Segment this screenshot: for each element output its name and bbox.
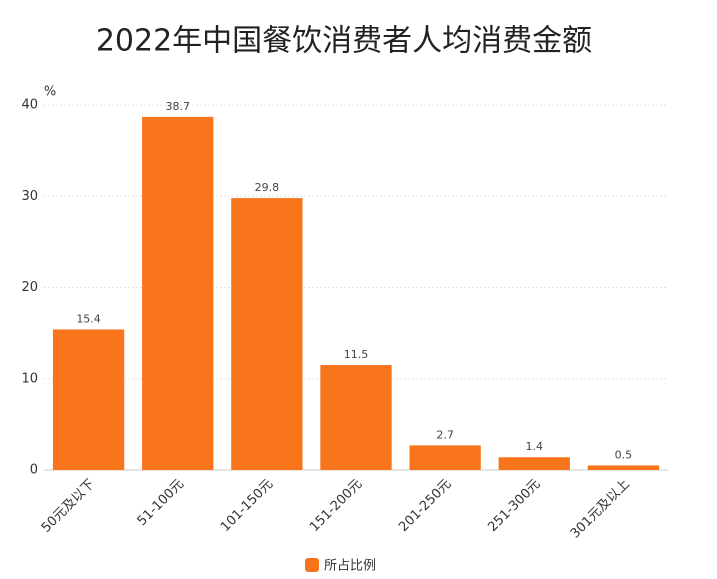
y-tick-label: 40 [21,98,38,113]
value-label: 1.4 [526,440,544,453]
value-label: 11.5 [344,348,369,361]
x-tick-label: 101-150元 [218,477,276,535]
x-tick-label: 201-250元 [396,477,454,535]
value-label: 15.4 [76,312,101,325]
value-label: 0.5 [615,448,633,461]
chart-title: 2022年中国餐饮消费者人均消费金额 [96,24,592,59]
legend-label: 所占比例 [324,559,376,574]
legend-swatch [305,558,319,572]
bar [320,365,392,470]
x-tick-label: 51-100元 [135,477,187,529]
x-tick-label: 151-200元 [307,477,365,535]
y-tick-label: 20 [21,280,38,295]
y-axis-label: % [44,85,56,100]
x-tick-label: 251-300元 [485,477,543,535]
value-label: 29.8 [255,181,280,194]
y-tick-label: 10 [21,371,38,386]
value-label: 38.7 [165,100,190,113]
bar [498,457,570,470]
y-tick-label: 0 [30,463,38,478]
bar [142,116,214,471]
bar [231,198,303,470]
bar [52,329,125,470]
y-tick-label: 30 [21,189,38,204]
x-tick-label: 50元及以下 [39,477,98,536]
bar [587,465,660,470]
value-label: 2.7 [436,428,454,441]
x-tick-label: 301元及以上 [568,477,633,542]
bar [409,445,481,470]
